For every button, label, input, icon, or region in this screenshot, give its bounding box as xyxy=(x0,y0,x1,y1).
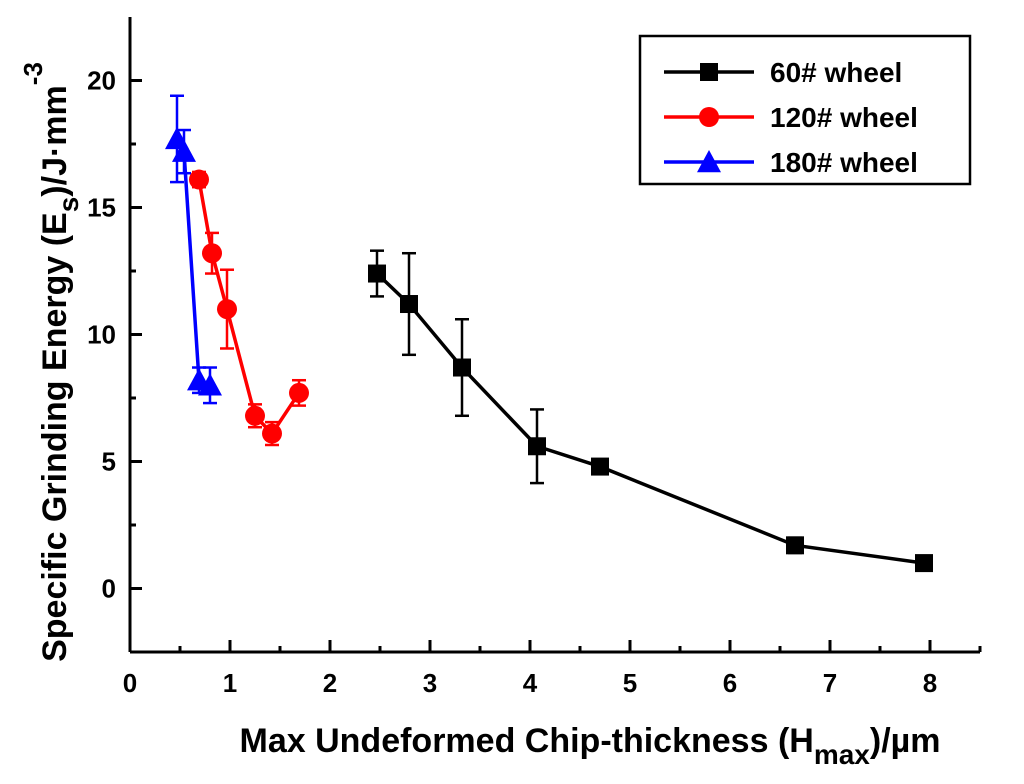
data-point xyxy=(915,554,933,573)
x-tick-label: 4 xyxy=(523,668,538,698)
series-1 xyxy=(189,169,309,447)
data-point xyxy=(202,243,222,264)
data-point xyxy=(198,373,222,396)
data-point xyxy=(245,405,265,426)
legend-box xyxy=(638,34,972,186)
data-point xyxy=(591,457,609,476)
legend-label: 180# wheel xyxy=(770,147,918,178)
y-tick-label: 20 xyxy=(87,66,116,96)
legend-label: 120# wheel xyxy=(770,102,918,133)
x-tick-label: 2 xyxy=(323,668,337,698)
series-0 xyxy=(368,249,933,573)
data-point xyxy=(400,295,418,314)
data-point xyxy=(172,139,196,162)
x-tick-label: 0 xyxy=(123,668,137,698)
x-tick-label: 5 xyxy=(623,668,637,698)
data-point xyxy=(368,264,386,283)
x-tick-label: 8 xyxy=(923,668,937,698)
series-2 xyxy=(165,94,222,405)
y-tick-label: 10 xyxy=(87,320,116,350)
x-tick-label: 1 xyxy=(223,668,237,698)
series-line xyxy=(375,272,925,565)
chart-axes: 0 1 2 3 4 5 6 7 8 0 5 10 15 20 xyxy=(87,17,982,698)
x-axis-title: Max Undeformed Chip-thickness (Hmax)/µm xyxy=(240,722,941,770)
legend-label: 60# wheel xyxy=(770,57,902,88)
data-point xyxy=(189,169,209,190)
y-tick-label: 15 xyxy=(87,193,116,223)
x-tick-label: 6 xyxy=(723,668,737,698)
data-point xyxy=(217,299,237,320)
legend: 60# wheel 120# wheel 180# wheel xyxy=(638,34,972,186)
chart-series xyxy=(165,94,933,573)
y-tick-label: 5 xyxy=(102,447,116,477)
data-point xyxy=(262,423,282,444)
y-axis-title: Specific Grinding Energy (Es)/J·mm-3 xyxy=(18,62,84,662)
x-tick-label: 3 xyxy=(423,668,437,698)
data-point xyxy=(528,437,546,456)
legend-marker xyxy=(697,150,721,173)
x-tick-label: 7 xyxy=(823,668,837,698)
data-point xyxy=(453,358,471,377)
legend-marker xyxy=(699,107,719,127)
legend-marker xyxy=(700,63,718,81)
data-point xyxy=(289,382,309,403)
y-tick-label: 0 xyxy=(102,574,116,604)
data-point xyxy=(786,536,804,555)
